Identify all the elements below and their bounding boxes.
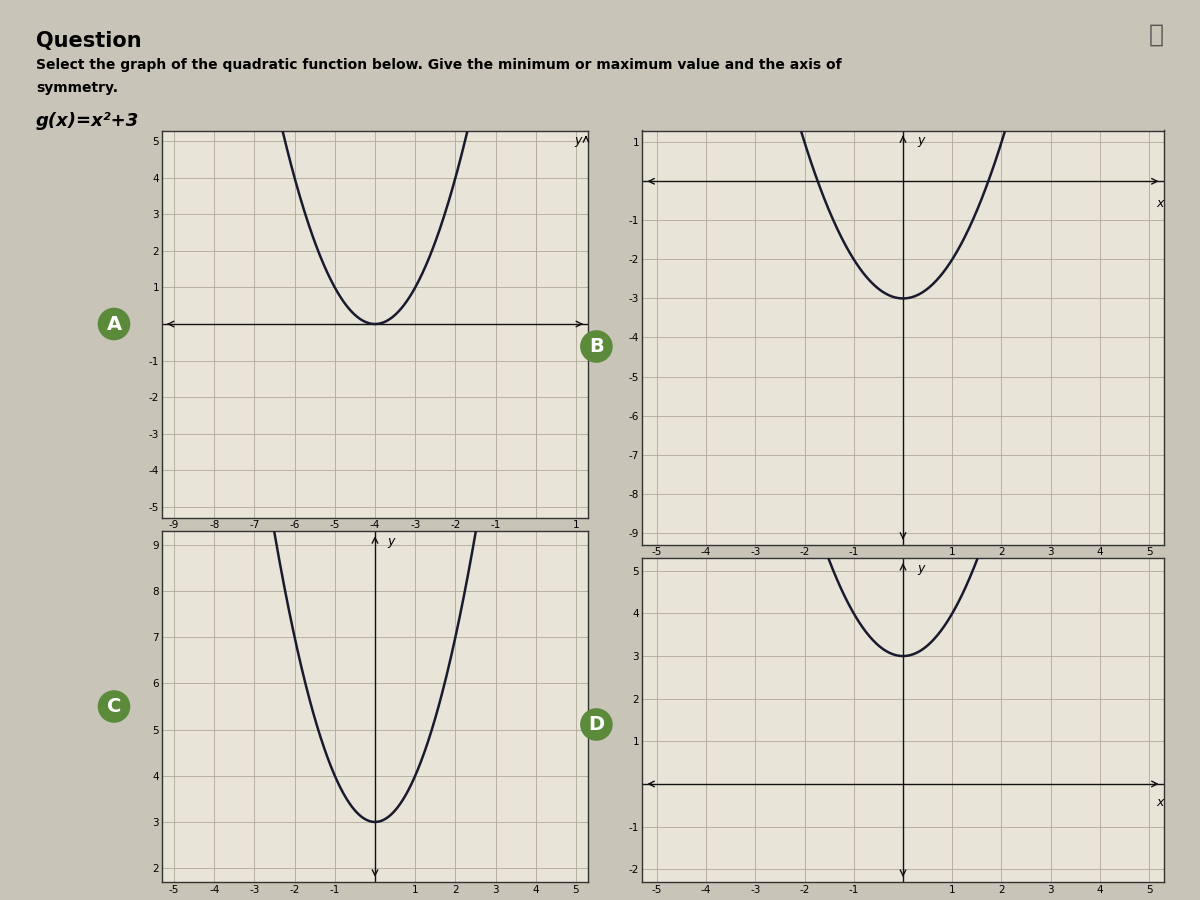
- Text: g(x)=x²+3: g(x)=x²+3: [36, 112, 139, 130]
- Text: B: B: [589, 337, 604, 356]
- Text: x: x: [1157, 796, 1164, 809]
- Text: y: y: [575, 134, 582, 147]
- Text: D: D: [588, 715, 605, 734]
- Text: x: x: [1157, 197, 1164, 210]
- Text: y: y: [388, 536, 395, 548]
- Text: Question: Question: [36, 32, 142, 51]
- Text: A: A: [107, 314, 121, 334]
- Text: symmetry.: symmetry.: [36, 81, 118, 95]
- Text: ⎙: ⎙: [1150, 22, 1164, 47]
- Text: C: C: [107, 697, 121, 716]
- Text: y: y: [918, 562, 925, 575]
- Text: x: x: [581, 338, 588, 352]
- Text: y: y: [918, 134, 925, 147]
- Text: Select the graph of the quadratic function below. Give the minimum or maximum va: Select the graph of the quadratic functi…: [36, 58, 841, 73]
